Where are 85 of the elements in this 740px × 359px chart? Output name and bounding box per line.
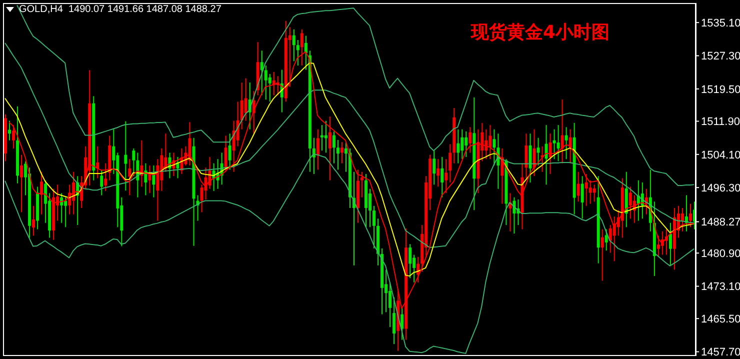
line-series [4, 62, 694, 277]
candlestick [64, 196, 68, 228]
chart-subtitle: GOLD,H4 1490.07 1491.66 1487.08 1488.27 [19, 4, 222, 15]
candlestick [240, 82, 244, 130]
y-tick-label: 1527.30 [701, 50, 740, 63]
candlestick [72, 171, 76, 215]
candlestick [468, 126, 472, 154]
candlestick [328, 116, 332, 181]
candlestick [528, 133, 532, 183]
candlestick [100, 169, 104, 196]
line-series [4, 42, 694, 248]
candlestick [576, 171, 580, 202]
candlestick [144, 162, 148, 196]
candlestick [340, 142, 344, 164]
candlestick [264, 65, 268, 100]
candlestick [608, 224, 612, 254]
candlestick [232, 120, 236, 172]
candlestick [524, 133, 528, 179]
candlestick [448, 144, 452, 183]
candlestick [268, 74, 272, 102]
candlestick [604, 228, 608, 252]
candlestick [560, 99, 564, 164]
candlestick [688, 203, 692, 228]
y-tick-label: 1488.27 [701, 216, 740, 229]
candlestick [556, 124, 560, 162]
candlestick [8, 120, 12, 141]
candlestick [332, 130, 336, 164]
candlestick [464, 130, 468, 158]
y-tick-label: 1480.90 [701, 248, 740, 260]
y-tick-label: 1511.90 [701, 116, 740, 128]
candlestick [372, 205, 376, 249]
candlestick [296, 40, 300, 66]
candlestick [548, 133, 552, 174]
candlestick [436, 158, 440, 188]
candlestick [32, 205, 36, 236]
candlestick [244, 78, 248, 122]
y-tick-label: 1465.50 [701, 313, 740, 326]
candlestick [592, 184, 596, 202]
candlestick [456, 128, 460, 164]
candlestick [336, 139, 340, 170]
candlestick [388, 282, 392, 328]
candlestick [580, 176, 584, 220]
text: 现货黄金4小时图 [471, 21, 610, 44]
candlestick [316, 128, 320, 170]
y-tick-label: 1504.10 [701, 149, 740, 162]
y-tick-label: 1519.50 [701, 84, 740, 96]
candlestick [656, 235, 660, 258]
candlestick [400, 307, 404, 340]
candlestick [12, 124, 16, 149]
candlestick [224, 135, 228, 172]
candlestick [320, 124, 324, 152]
candlestick [552, 128, 556, 160]
candlestick [104, 162, 108, 192]
candlestick [124, 120, 128, 192]
candlestick [492, 128, 496, 166]
y-tick-label: 1535.10 [701, 17, 740, 30]
candlestick [584, 173, 588, 206]
y-tick-label: 1496.30 [701, 182, 740, 194]
candlestick [228, 133, 232, 170]
candlestick [668, 222, 672, 266]
candlestick [460, 128, 464, 160]
candlestick [260, 50, 264, 96]
candlestick [432, 150, 436, 186]
y-tick-label: 1457.70 [701, 346, 740, 359]
candlestick [628, 186, 632, 220]
candlestick [292, 28, 296, 62]
candlestick [128, 158, 132, 196]
candlestick [20, 154, 24, 213]
candlestick [440, 156, 444, 198]
line-series [16, 4, 694, 186]
candlestick [444, 158, 448, 194]
candlestick [536, 137, 540, 166]
candlestick [304, 35, 308, 70]
candlestick [408, 244, 412, 279]
candlestick [680, 207, 684, 232]
candlestick [132, 148, 136, 177]
candlestick [360, 171, 364, 198]
candlestick [40, 171, 44, 215]
candlestick [488, 124, 492, 160]
candlestick [600, 228, 604, 282]
candlestick [564, 126, 568, 160]
candlestick [392, 296, 396, 345]
candlestick [588, 180, 592, 204]
y-tick-label: 1473.10 [701, 281, 740, 294]
candlestick [236, 101, 240, 147]
